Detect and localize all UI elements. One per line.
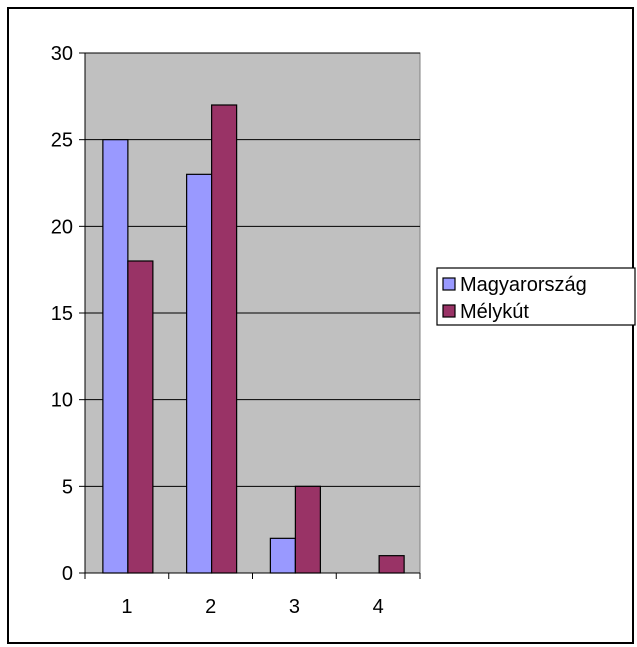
bar-series2-cat-3 bbox=[294, 485, 321, 574]
y-tick-label-5: 5 bbox=[62, 476, 73, 498]
bar-series1-cat-1 bbox=[102, 139, 129, 574]
y-tick-label-0: 0 bbox=[62, 563, 73, 585]
y-tick-label-10: 10 bbox=[51, 390, 73, 412]
x-ticks: 1 2 3 4 bbox=[84, 573, 421, 618]
legend-label-2: Mélykút bbox=[460, 301, 529, 323]
legend-label-1: Magyarország bbox=[460, 274, 587, 296]
legend-swatch-2 bbox=[442, 304, 456, 318]
y-tick-label-15: 15 bbox=[51, 303, 73, 325]
x-tick-label-3: 3 bbox=[289, 596, 300, 618]
bar-series2-cat-1 bbox=[127, 260, 154, 574]
bar-series1-cat-3 bbox=[269, 537, 296, 574]
y-tick-label-30: 30 bbox=[51, 43, 73, 65]
legend: Magyarország Mélykút bbox=[436, 267, 636, 326]
bar-series1-cat-2 bbox=[186, 173, 213, 574]
y-tick-label-25: 25 bbox=[51, 130, 73, 152]
bars bbox=[102, 104, 405, 574]
x-tick-label-2: 2 bbox=[205, 596, 216, 618]
x-tick-label-4: 4 bbox=[373, 596, 384, 618]
legend-box bbox=[436, 267, 636, 326]
x-tick-label-1: 1 bbox=[121, 596, 132, 618]
bar-series2-cat-2 bbox=[211, 104, 238, 574]
y-ticks: 0 5 10 15 20 25 30 bbox=[51, 43, 85, 585]
bar-series2-cat-4 bbox=[378, 555, 405, 574]
y-tick-label-20: 20 bbox=[51, 216, 73, 238]
legend-swatch-1 bbox=[442, 277, 456, 291]
